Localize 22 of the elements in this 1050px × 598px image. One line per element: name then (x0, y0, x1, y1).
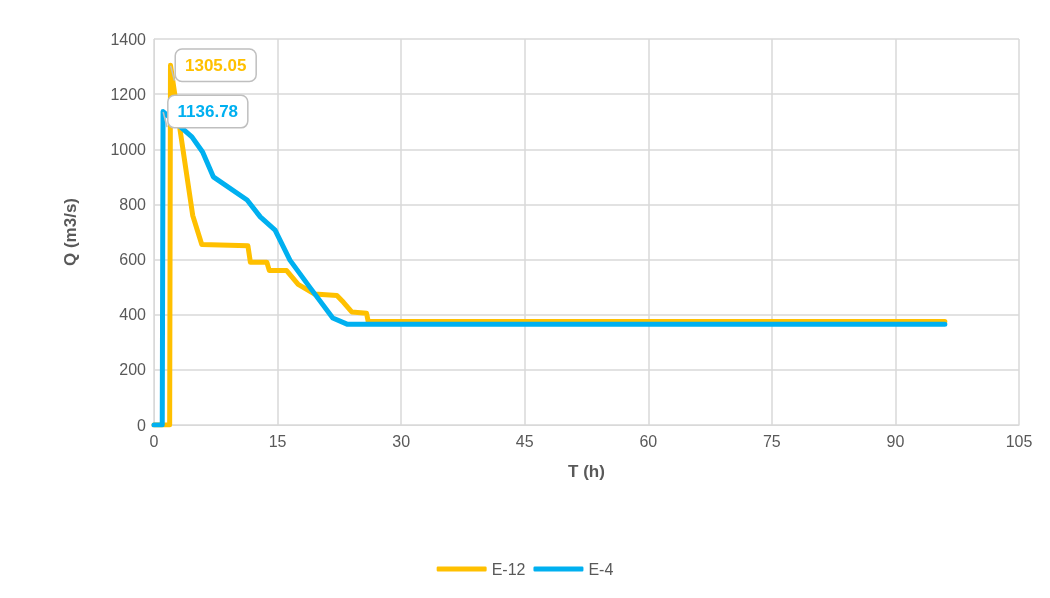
legend-label: E-4 (588, 560, 614, 578)
x-tick-label: 0 (149, 432, 159, 450)
y-tick-label: 0 (137, 416, 147, 434)
y-tick-label: 600 (119, 251, 147, 269)
y-axis-title: Q (m3/s) (61, 197, 80, 267)
y-tick-label: 800 (119, 195, 147, 213)
y-tick-label: 1400 (110, 30, 147, 48)
y-tick-label: 1000 (110, 140, 147, 158)
annotation: 1136.78 (177, 102, 239, 122)
x-tick-label: 90 (886, 432, 905, 450)
y-tick-label: 1200 (110, 85, 147, 103)
y-tick-label: 200 (119, 361, 147, 379)
x-axis-title: T (h) (568, 462, 605, 481)
x-tick-label: 105 (1005, 432, 1033, 450)
y-tick-label: 400 (119, 306, 147, 324)
x-tick-label: 75 (762, 432, 781, 450)
x-tick-label: 15 (268, 432, 287, 450)
annotation: 1305.05 (184, 55, 247, 75)
x-tick-label: 60 (639, 432, 658, 450)
x-tick-label: 45 (515, 432, 534, 450)
legend-label: E-12 (491, 560, 526, 578)
x-tick-label: 30 (392, 432, 411, 450)
